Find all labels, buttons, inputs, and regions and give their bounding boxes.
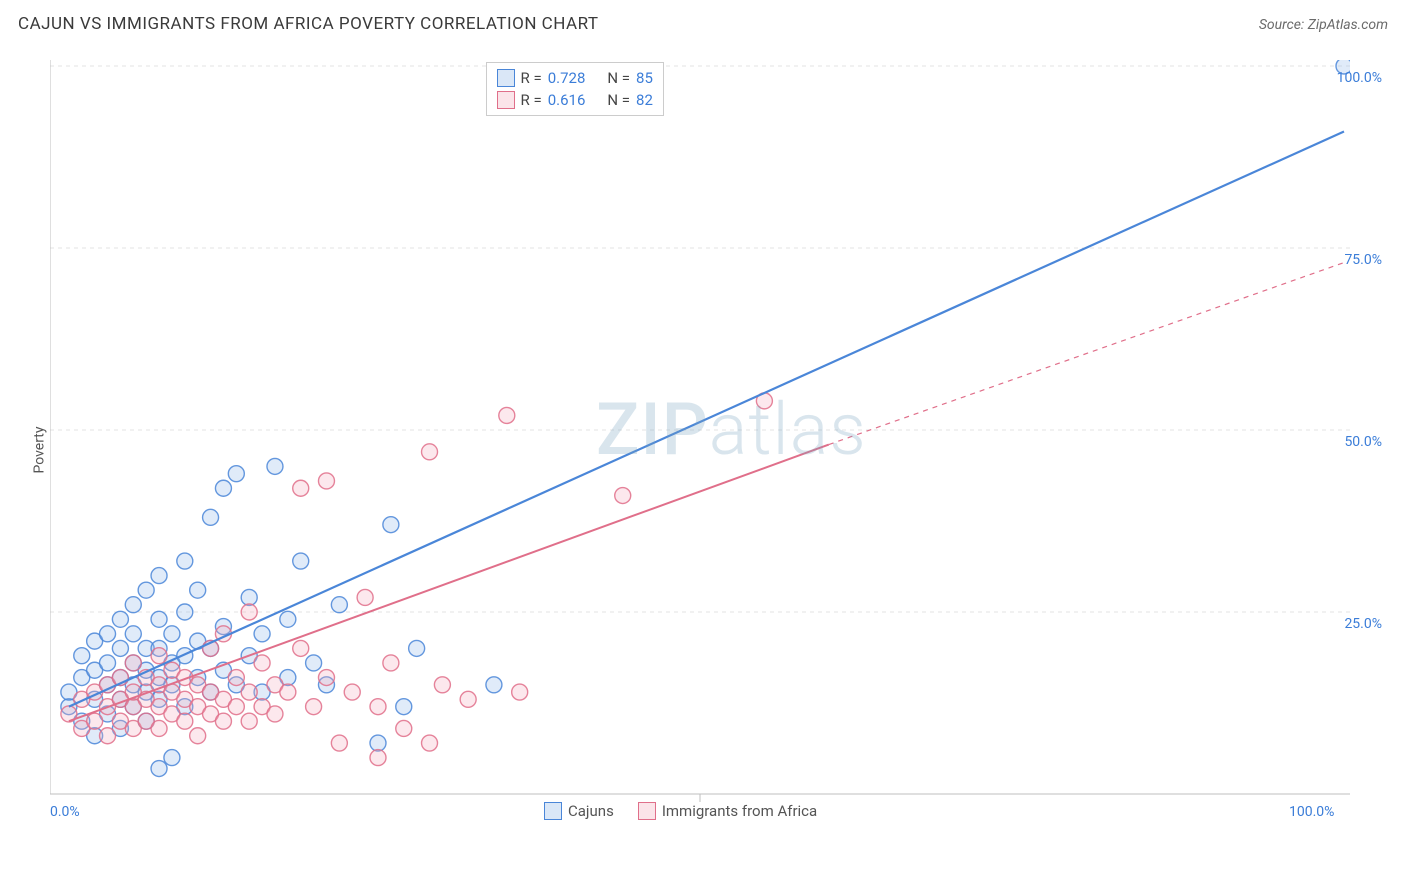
legend-swatch: [544, 802, 562, 820]
legend-label: Cajuns: [568, 802, 614, 820]
legend-stat-row: R = 0.616 N = 82: [497, 89, 653, 111]
n-value: 85: [636, 69, 653, 87]
chart-title: CAJUN VS IMMIGRANTS FROM AFRICA POVERTY …: [18, 14, 599, 34]
r-value: 0.616: [548, 91, 586, 109]
y-axis-label: Poverty: [32, 426, 48, 473]
correlation-legend: R = 0.728 N = 85 R = 0.616 N = 82: [486, 62, 664, 116]
r-label: R =: [521, 69, 542, 87]
chart-area: Poverty ZIPatlas R =0.728N =85R =0.616N …: [50, 60, 1390, 840]
n-label: N =: [607, 91, 630, 109]
series-legend: Cajuns Immigrants from Africa: [544, 802, 817, 820]
n-label: N =: [607, 69, 630, 87]
legend-swatch: [497, 69, 515, 87]
r-label: R =: [521, 91, 542, 109]
n-value: 82: [636, 91, 653, 109]
legend-swatch: [638, 802, 656, 820]
y-tick-label: 100.0%: [1337, 70, 1382, 86]
x-tick-label: 100.0%: [1289, 804, 1334, 820]
legend-stat-row: R = 0.728 N = 85: [497, 67, 653, 89]
legend-item: Immigrants from Africa: [638, 802, 817, 820]
legend-label: Immigrants from Africa: [662, 802, 817, 820]
r-value: 0.728: [548, 69, 586, 87]
scatter-plot: [50, 60, 1350, 820]
y-tick-label: 50.0%: [1344, 434, 1382, 450]
source-prefix: Source:: [1259, 17, 1308, 33]
y-tick-label: 25.0%: [1344, 616, 1382, 632]
header: CAJUN VS IMMIGRANTS FROM AFRICA POVERTY …: [0, 0, 1406, 44]
source-attribution: Source: ZipAtlas.com: [1259, 17, 1388, 33]
legend-item: Cajuns: [544, 802, 614, 820]
legend-swatch: [497, 91, 515, 109]
y-tick-label: 75.0%: [1344, 252, 1382, 268]
x-tick-label: 0.0%: [50, 804, 80, 820]
source-name: ZipAtlas.com: [1308, 17, 1388, 33]
